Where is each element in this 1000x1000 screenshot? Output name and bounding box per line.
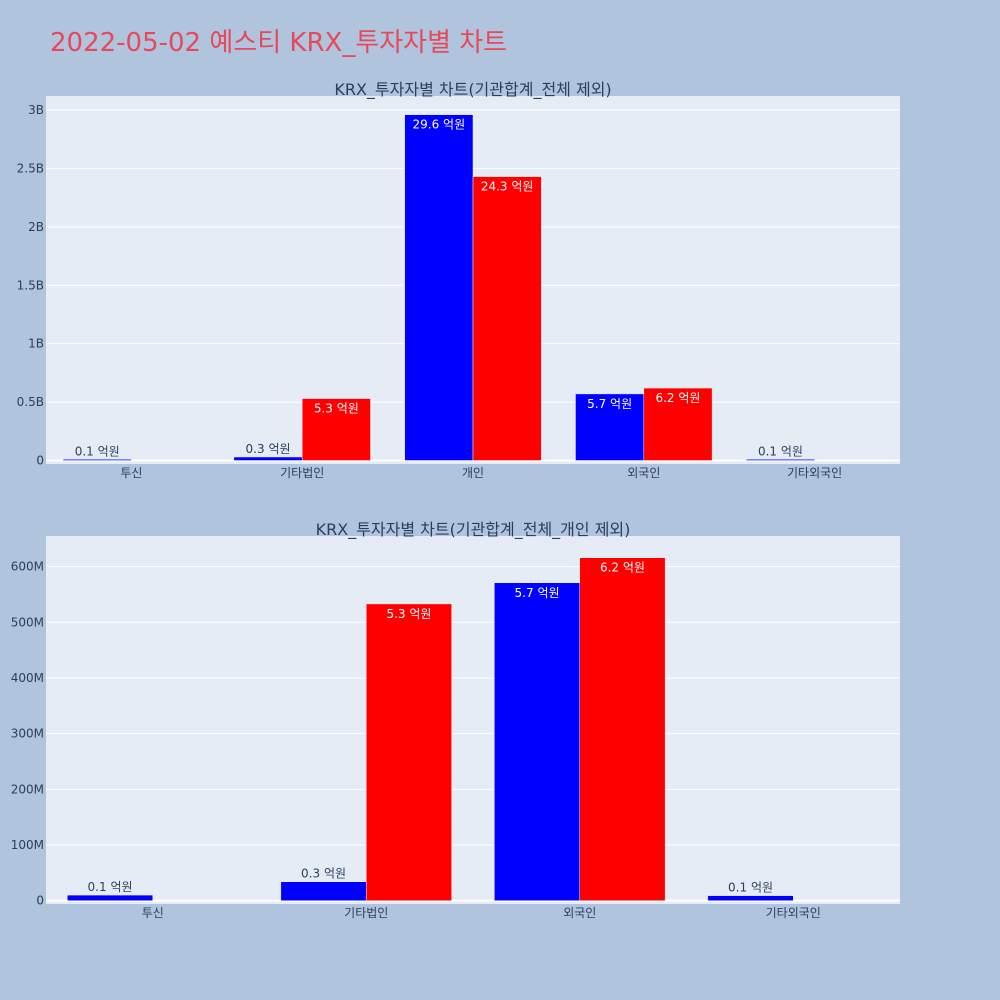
y-tick-label: 600M [11, 560, 44, 574]
x-tick-label: 기타외국인 [787, 466, 842, 480]
y-tick-label: 0 [36, 894, 44, 908]
x-tick-label: 외국인 [563, 906, 596, 920]
plot-area [46, 536, 900, 904]
data-label: 0.3 억원 [301, 867, 346, 881]
y-tick-label: 1B [28, 337, 44, 351]
data-label: 6.2 억원 [600, 561, 645, 575]
bar [494, 582, 581, 901]
bar [62, 459, 132, 461]
data-label: 5.7 억원 [587, 397, 632, 411]
bar [707, 895, 794, 901]
data-label: 5.3 억원 [314, 402, 359, 416]
y-tick-label: 1.5B [17, 278, 44, 292]
x-tick-label: 투신 [142, 906, 164, 920]
y-tick-label: 400M [11, 671, 44, 685]
bar [643, 387, 713, 461]
data-label: 0.1 억원 [88, 880, 133, 894]
data-label: 5.3 억원 [386, 607, 431, 621]
data-label: 24.3 억원 [481, 180, 534, 194]
bar [280, 881, 367, 901]
x-tick-label: 기타외국인 [766, 906, 821, 920]
page-title: 2022-05-02 예스티 KRX_투자자별 차트 [50, 28, 508, 58]
data-label: 6.2 억원 [655, 391, 700, 405]
bar [575, 393, 645, 461]
y-tick-label: 0 [36, 453, 44, 467]
y-tick-label: 300M [11, 727, 44, 741]
x-tick-label: 기타법인 [280, 466, 324, 480]
y-tick-label: 200M [11, 782, 44, 796]
y-tick-label: 500M [11, 615, 44, 629]
bar [404, 114, 474, 461]
y-tick-label: 2B [28, 220, 44, 234]
x-tick-label: 개인 [462, 466, 484, 480]
x-tick-label: 외국인 [627, 466, 660, 480]
chart-1: 0 0.5B 1B 1.5B 2B 2.5B 3B KRX_투자자별 차트(기관합계_전체 제… [17, 80, 900, 480]
data-label: 0.1 억원 [728, 881, 773, 895]
y-tick-label: 2.5B [17, 161, 44, 175]
bar [301, 398, 371, 461]
x-tick-label: 투신 [120, 466, 142, 480]
bar [472, 176, 542, 461]
data-label: 0.1 억원 [758, 444, 803, 458]
data-label: 0.3 억원 [246, 442, 291, 456]
chart-title: KRX_투자자별 차트(기관합계_전체 제외) [334, 80, 611, 100]
bar [67, 894, 153, 901]
data-label: 0.1 억원 [75, 444, 120, 458]
bar [746, 459, 815, 461]
data-label: 5.7 억원 [515, 586, 560, 600]
y-tick-label: 3B [28, 103, 44, 117]
y-tick-label: 100M [11, 838, 44, 852]
x-tick-label: 기타법인 [344, 906, 388, 920]
data-label: 29.6 억원 [413, 118, 466, 132]
chart-2: 0 100M 200M 300M 400M 500M 600M KRX_투자자별 차트(기관합… [11, 520, 900, 920]
bar [579, 557, 666, 901]
chart-title: KRX_투자자별 차트(기관합계_전체_개인 제외) [316, 520, 631, 540]
y-tick-label: 0.5B [17, 395, 44, 409]
bar [233, 456, 303, 461]
bar [366, 603, 452, 901]
